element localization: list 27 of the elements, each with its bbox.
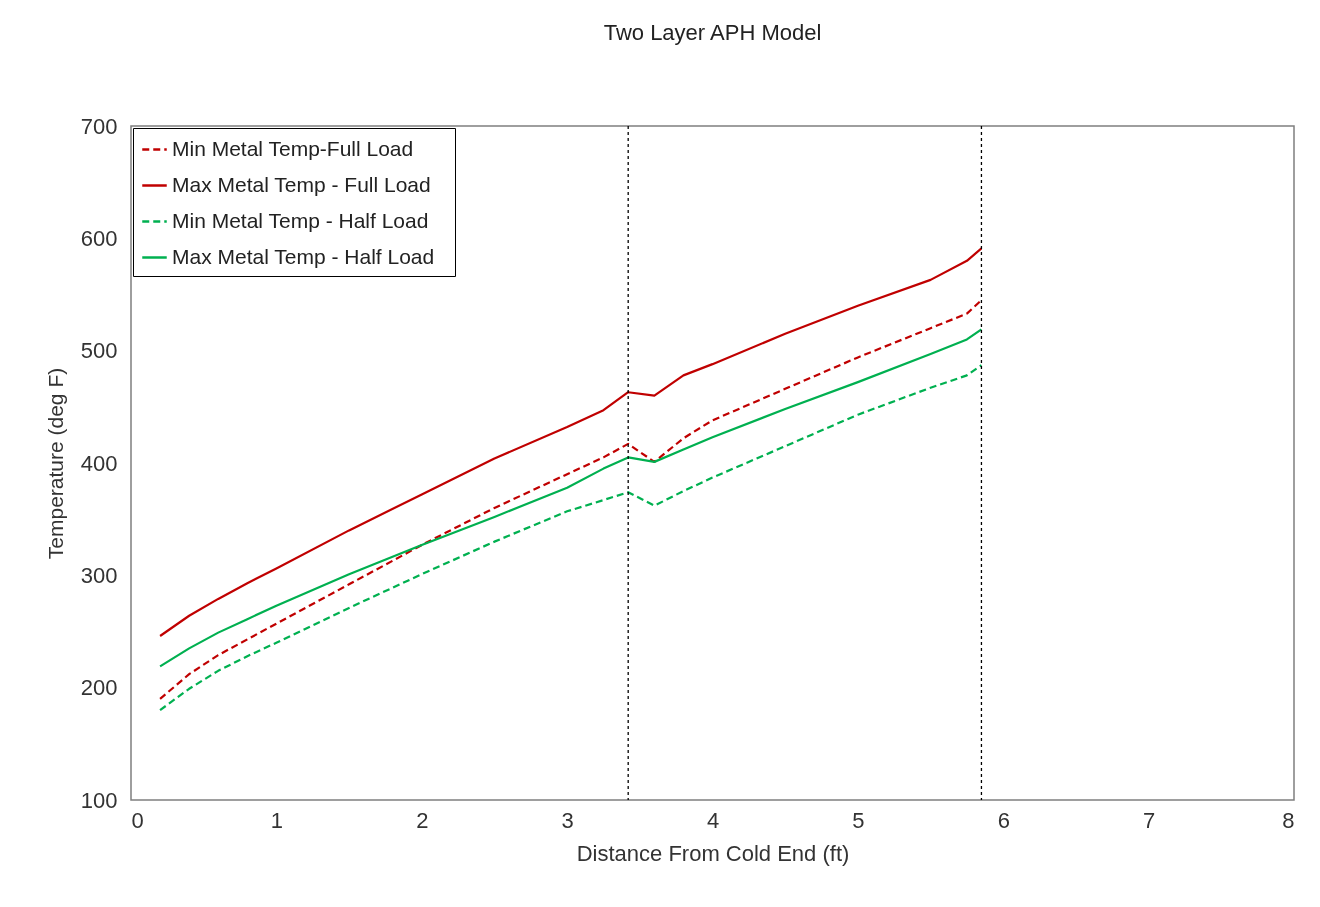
x-tick-label: 1 <box>270 807 283 833</box>
legend-label: Min Metal Temp - Half Load <box>172 208 429 232</box>
y-tick-label: 500 <box>80 338 118 364</box>
line-series <box>158 328 983 668</box>
x-tick-label: 7 <box>1143 807 1156 833</box>
y-tick-label: 200 <box>80 675 118 701</box>
legend-label: Max Metal Temp - Full Load <box>172 172 431 196</box>
chart-title: Two Layer APH Model <box>603 20 822 45</box>
x-tick-label: 6 <box>997 807 1010 833</box>
x-axis-title: Distance From Cold End (ft) <box>576 840 850 866</box>
x-tick-label: 4 <box>706 807 720 833</box>
y-tick-label: 700 <box>80 113 118 139</box>
y-tick-label: 600 <box>80 225 118 251</box>
y-tick-label: 100 <box>80 787 118 813</box>
y-axis-title: Temperature (deg F) <box>43 367 67 560</box>
y-tick-label: 300 <box>80 562 118 588</box>
x-tick-label: 5 <box>852 807 865 833</box>
legend-label: Min Metal Temp-Full Load <box>172 136 414 160</box>
line-series <box>158 247 983 638</box>
legend-label: Max Metal Temp - Half Load <box>172 244 435 268</box>
y-tick-label: 400 <box>80 450 118 476</box>
x-tick-label: 3 <box>561 807 574 833</box>
x-tick-label: 0 <box>131 807 144 833</box>
line-series <box>158 299 983 700</box>
x-tick-label: 8 <box>1282 807 1295 833</box>
line-series <box>158 364 983 712</box>
x-tick-label: 2 <box>416 807 429 833</box>
